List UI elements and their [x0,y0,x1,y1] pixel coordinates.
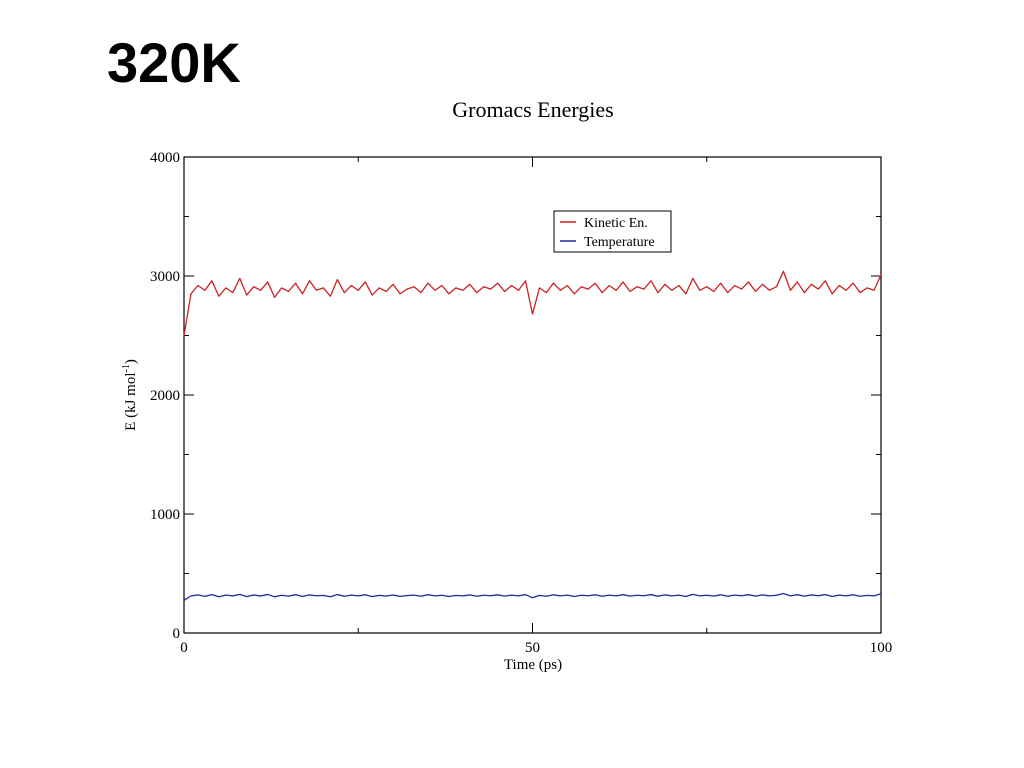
y-tick-label-2: 2000 [150,388,180,404]
legend-label-kinetic: Kinetic En. [584,216,648,231]
series-lines [183,270,882,601]
x-axis-label: Time (ps) [504,657,562,673]
y-tick-label-0: 0 [173,626,181,642]
chart-title: Gromacs Energies [452,97,614,122]
series-line-1 [183,592,882,601]
legend-label-temperature: Temperature [584,235,655,250]
y-tick-label-4: 4000 [150,150,180,166]
y-axis-label-base: E (kJ mol [123,373,139,431]
legend: Kinetic En. Temperature [553,210,672,253]
plot-frame [183,156,882,634]
x-tick-label-0: 0 [180,640,188,656]
slide-title: 320K [107,31,241,94]
y-axis-label-sup: -1 [121,364,132,372]
y-axis-label-close: ) [123,359,139,364]
x-tick-label-1: 50 [525,640,540,656]
y-axis-label: E (kJ mol-1) [121,359,139,431]
y-tick-label-3: 3000 [150,269,180,285]
legend-box [553,210,672,253]
y-tick-label-1: 1000 [150,507,180,523]
series-line-0 [183,270,882,336]
x-tick-label-2: 100 [870,640,893,656]
